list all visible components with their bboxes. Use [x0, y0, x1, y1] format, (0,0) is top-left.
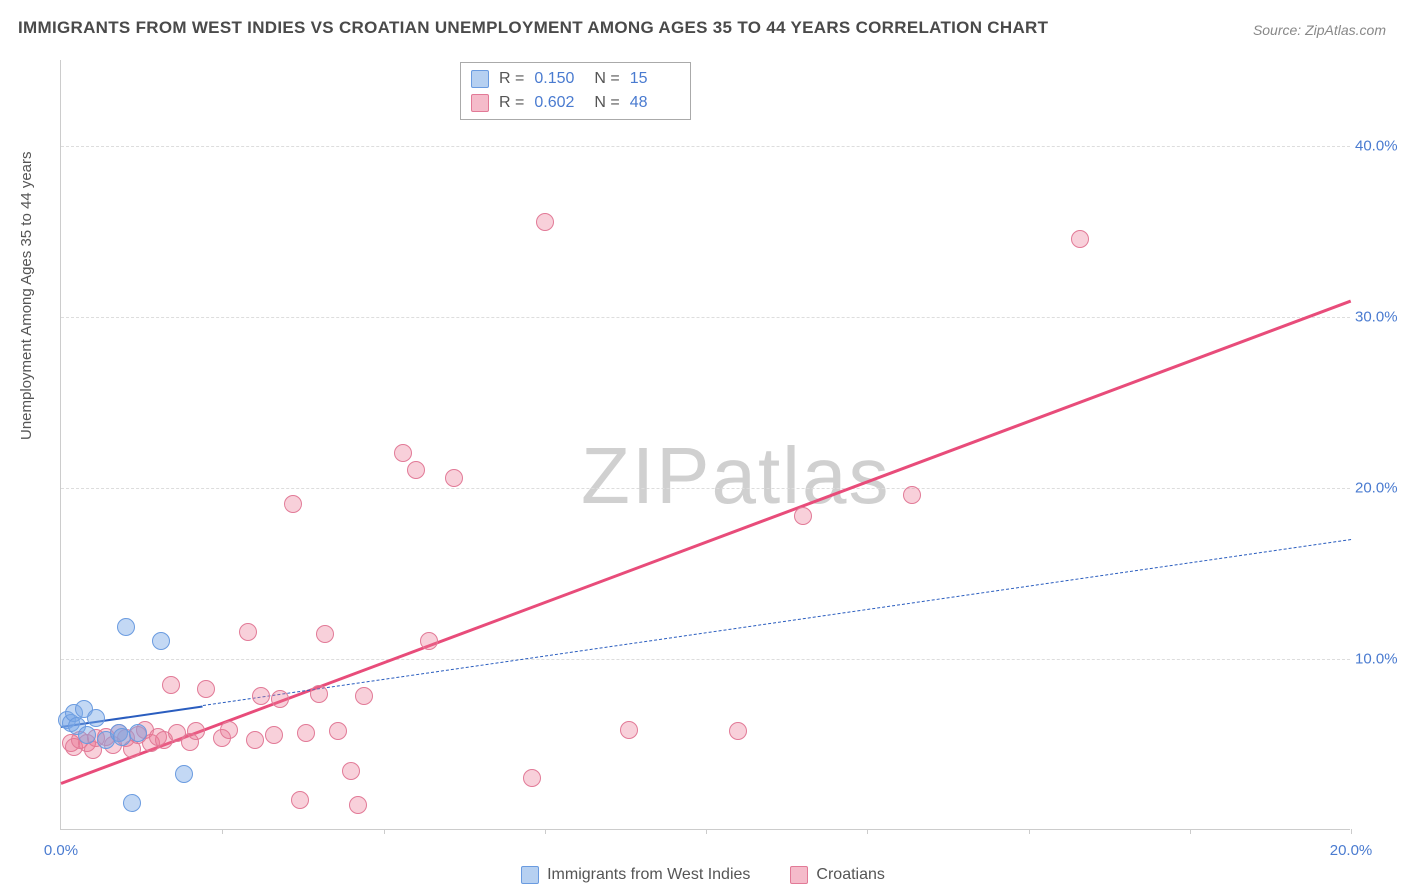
scatter-point-pink	[310, 685, 328, 703]
scatter-point-blue	[113, 728, 131, 746]
legend-label-blue: Immigrants from West Indies	[547, 866, 750, 884]
y-axis-label: Unemployment Among Ages 35 to 44 years	[18, 151, 35, 440]
scatter-point-blue	[117, 618, 135, 636]
x-tick-mark	[1190, 829, 1191, 834]
correlation-stats-box: R = 0.150 N = 15 R = 0.602 N = 48	[460, 62, 691, 120]
stats-swatch-pink	[471, 94, 489, 112]
scatter-point-blue	[123, 794, 141, 812]
gridline-h	[61, 146, 1350, 147]
stats-n-label: N =	[594, 67, 619, 91]
x-tick-mark	[222, 829, 223, 834]
x-tick-mark	[867, 829, 868, 834]
stats-n-value-blue: 15	[630, 67, 680, 91]
watermark-bold: ZIP	[581, 431, 711, 520]
scatter-point-pink	[903, 486, 921, 504]
scatter-point-pink	[355, 687, 373, 705]
scatter-point-pink	[349, 796, 367, 814]
scatter-point-pink	[252, 687, 270, 705]
watermark: ZIPatlas	[581, 430, 890, 522]
scatter-point-pink	[794, 507, 812, 525]
x-tick-mark	[1029, 829, 1030, 834]
scatter-point-pink	[536, 213, 554, 231]
scatter-point-pink	[220, 721, 238, 739]
scatter-point-pink	[407, 461, 425, 479]
scatter-point-pink	[445, 469, 463, 487]
scatter-point-blue	[152, 632, 170, 650]
gridline-h	[61, 659, 1350, 660]
scatter-point-pink	[246, 731, 264, 749]
scatter-point-pink	[187, 722, 205, 740]
scatter-point-pink	[297, 724, 315, 742]
scatter-point-pink	[162, 676, 180, 694]
chart-title: IMMIGRANTS FROM WEST INDIES VS CROATIAN …	[18, 18, 1048, 38]
scatter-point-pink	[265, 726, 283, 744]
scatter-point-pink	[284, 495, 302, 513]
y-tick-label: 10.0%	[1355, 650, 1405, 667]
scatter-point-pink	[420, 632, 438, 650]
scatter-point-pink	[197, 680, 215, 698]
x-tick-mark	[545, 829, 546, 834]
gridline-h	[61, 488, 1350, 489]
legend-label-pink: Croatians	[816, 866, 884, 884]
x-tick-label: 0.0%	[44, 842, 78, 859]
stats-n-value-pink: 48	[630, 91, 680, 115]
x-tick-mark	[1351, 829, 1352, 834]
scatter-point-pink	[342, 762, 360, 780]
y-tick-label: 20.0%	[1355, 479, 1405, 496]
stats-row-blue: R = 0.150 N = 15	[471, 67, 680, 91]
scatter-point-blue	[129, 724, 147, 742]
scatter-point-blue	[87, 709, 105, 727]
scatter-point-pink	[291, 791, 309, 809]
scatter-point-pink	[329, 722, 347, 740]
x-tick-label: 20.0%	[1330, 842, 1373, 859]
legend: Immigrants from West Indies Croatians	[0, 866, 1406, 884]
stats-row-pink: R = 0.602 N = 48	[471, 91, 680, 115]
legend-item-pink: Croatians	[790, 866, 884, 884]
source-attribution: Source: ZipAtlas.com	[1253, 22, 1386, 38]
scatter-point-blue	[175, 765, 193, 783]
chart-plot-area: ZIPatlas 10.0%20.0%30.0%40.0%0.0%20.0%	[60, 60, 1350, 830]
stats-n-label: N =	[594, 91, 619, 115]
scatter-point-pink	[394, 444, 412, 462]
stats-r-value-blue: 0.150	[534, 67, 584, 91]
trendline-blue-dashed	[203, 539, 1351, 706]
x-tick-mark	[706, 829, 707, 834]
scatter-point-blue	[78, 726, 96, 744]
y-tick-label: 30.0%	[1355, 308, 1405, 325]
scatter-point-pink	[271, 690, 289, 708]
y-tick-label: 40.0%	[1355, 137, 1405, 154]
scatter-point-pink	[620, 721, 638, 739]
stats-swatch-blue	[471, 70, 489, 88]
trendline-pink	[60, 300, 1351, 785]
scatter-point-pink	[729, 722, 747, 740]
stats-r-label: R =	[499, 91, 524, 115]
scatter-point-pink	[523, 769, 541, 787]
legend-item-blue: Immigrants from West Indies	[521, 866, 750, 884]
x-tick-mark	[384, 829, 385, 834]
legend-swatch-blue	[521, 866, 539, 884]
scatter-point-pink	[1071, 230, 1089, 248]
stats-r-label: R =	[499, 67, 524, 91]
gridline-h	[61, 317, 1350, 318]
legend-swatch-pink	[790, 866, 808, 884]
stats-r-value-pink: 0.602	[534, 91, 584, 115]
scatter-point-pink	[316, 625, 334, 643]
scatter-point-pink	[239, 623, 257, 641]
